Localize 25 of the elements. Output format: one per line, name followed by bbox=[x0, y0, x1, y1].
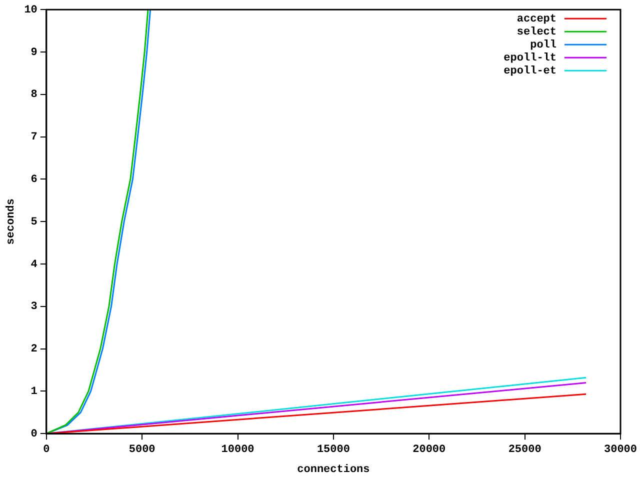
x-axis-title: connections bbox=[297, 464, 370, 476]
x-tick-label: 5000 bbox=[128, 444, 156, 456]
x-tick-label: 15000 bbox=[316, 444, 350, 456]
y-tick-label: 8 bbox=[30, 89, 38, 102]
y-tick-label: 6 bbox=[30, 174, 38, 186]
y-tick-label: 4 bbox=[30, 258, 38, 271]
legend-label: accept bbox=[516, 13, 556, 26]
y-tick-label: 9 bbox=[30, 46, 38, 59]
x-tick-label: 0 bbox=[43, 444, 50, 456]
y-tick-label: 5 bbox=[30, 216, 38, 228]
legend-label: select bbox=[516, 26, 556, 38]
y-tick-label: 0 bbox=[30, 428, 38, 440]
legend-label: epoll-lt bbox=[504, 52, 556, 64]
x-tick-label: 20000 bbox=[412, 444, 446, 456]
y-tick-label: 10 bbox=[24, 4, 38, 16]
y-tick-label: 7 bbox=[30, 132, 38, 144]
y-tick-label: 3 bbox=[30, 301, 38, 314]
x-tick-label: 30000 bbox=[604, 444, 638, 456]
legend-label: poll bbox=[530, 39, 557, 52]
legend-label: epoll-et bbox=[504, 65, 556, 78]
y-tick-label: 1 bbox=[30, 386, 38, 398]
x-tick-label: 10000 bbox=[221, 444, 254, 456]
y-tick-label: 2 bbox=[30, 344, 38, 356]
y-axis-title: seconds bbox=[5, 198, 18, 245]
x-tick-label: 25000 bbox=[508, 444, 542, 456]
